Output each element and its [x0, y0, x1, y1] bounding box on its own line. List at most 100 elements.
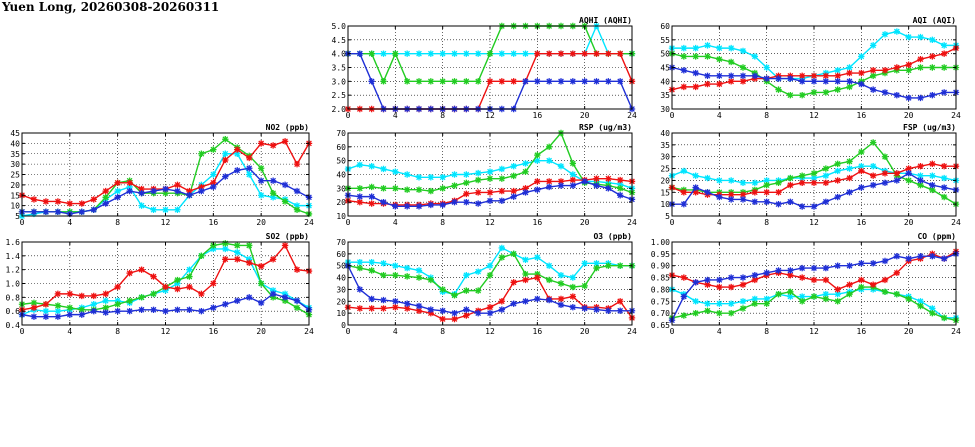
data-point: [66, 304, 74, 311]
x-tick-label: 20: [904, 218, 914, 227]
x-tick-label: 8: [440, 218, 445, 227]
data-point: [739, 196, 747, 203]
data-point: [763, 75, 770, 82]
data-point: [293, 304, 301, 311]
x-tick-label: 24: [627, 218, 637, 227]
data-point: [739, 191, 747, 198]
data-point: [198, 183, 205, 191]
data-point: [198, 150, 205, 157]
data-point: [893, 91, 901, 99]
y-tick-label: 1.2: [6, 266, 21, 275]
data-point: [246, 259, 253, 266]
data-point: [704, 80, 711, 88]
data-point: [474, 176, 482, 184]
data-point: [368, 295, 375, 303]
data-point: [704, 42, 711, 49]
chart-title: FSP (ug/m3): [903, 123, 956, 132]
data-point: [42, 198, 50, 205]
data-point: [427, 309, 435, 317]
data-point: [510, 78, 517, 85]
x-tick-label: 16: [533, 111, 543, 120]
data-point: [929, 91, 936, 99]
data-point: [162, 189, 169, 197]
data-point: [522, 298, 529, 305]
data-point: [222, 150, 229, 157]
data-point: [739, 305, 747, 312]
data-point: [42, 208, 50, 216]
data-point: [727, 196, 735, 203]
x-tick-label: 8: [764, 111, 769, 120]
y-tick-label: 60: [660, 22, 670, 31]
x-tick-label: 4: [717, 111, 722, 120]
data-point: [727, 78, 735, 85]
data-point: [222, 156, 229, 164]
data-point: [905, 255, 912, 262]
data-point: [534, 274, 541, 281]
data-point: [198, 252, 205, 260]
data-point: [356, 185, 364, 192]
data-point: [605, 50, 612, 57]
data-point: [498, 78, 506, 85]
y-tick-label: 50: [336, 262, 346, 271]
data-point: [474, 189, 482, 196]
data-point: [716, 309, 723, 317]
data-point: [751, 295, 759, 303]
data-point: [881, 153, 889, 160]
data-point: [427, 187, 435, 195]
x-tick-label: 8: [115, 327, 120, 336]
data-point: [257, 299, 265, 307]
data-point: [787, 91, 794, 99]
data-point: [858, 283, 865, 291]
data-point: [222, 173, 229, 180]
data-point: [834, 67, 841, 74]
chart-title: NO2 (ppb): [266, 123, 309, 132]
data-point: [54, 208, 62, 216]
data-point: [380, 50, 387, 57]
y-tick-label: 0.90: [651, 262, 670, 271]
data-point: [940, 50, 948, 57]
data-point: [858, 184, 865, 191]
chart-aqhi: 2.0 2.5 3.0 3.5 4.0 4.5 5.0 0 4 8 12 16 20 24 AQHI (AQ…: [332, 16, 637, 120]
data-point: [940, 184, 948, 191]
data-point: [929, 64, 936, 71]
data-point: [54, 302, 62, 309]
data-point: [680, 200, 688, 208]
data-point: [439, 174, 446, 181]
data-point: [126, 269, 133, 277]
x-tick-label: 12: [485, 111, 495, 120]
data-point: [114, 301, 121, 308]
data-point: [727, 300, 735, 307]
data-point: [246, 165, 253, 172]
data-point: [90, 307, 97, 315]
data-point: [356, 305, 364, 312]
data-point: [581, 78, 588, 85]
data-point: [616, 298, 624, 305]
data-point: [704, 72, 711, 79]
chart-title: AQHI (AQHI): [579, 16, 632, 25]
data-point: [893, 170, 901, 177]
y-tick-label: 60: [336, 250, 346, 259]
data-point: [557, 295, 565, 303]
x-tick-label: 24: [627, 111, 637, 120]
data-point: [162, 307, 169, 315]
data-point: [787, 181, 794, 189]
data-point: [522, 270, 529, 278]
x-tick-label: 8: [440, 327, 445, 336]
x-tick-label: 20: [256, 218, 266, 227]
data-point: [415, 203, 423, 210]
data-point: [222, 256, 229, 263]
data-point: [463, 171, 470, 178]
data-point: [716, 72, 723, 79]
data-point: [727, 191, 735, 198]
data-point: [451, 309, 458, 317]
y-tick-label: 0: [341, 321, 346, 330]
data-point: [356, 193, 364, 200]
data-point: [869, 281, 877, 288]
x-tick-label: 24: [951, 218, 961, 227]
data-point: [798, 298, 806, 305]
data-point: [893, 290, 901, 298]
data-point: [810, 264, 818, 272]
data-point: [593, 260, 600, 267]
data-point: [510, 250, 517, 258]
